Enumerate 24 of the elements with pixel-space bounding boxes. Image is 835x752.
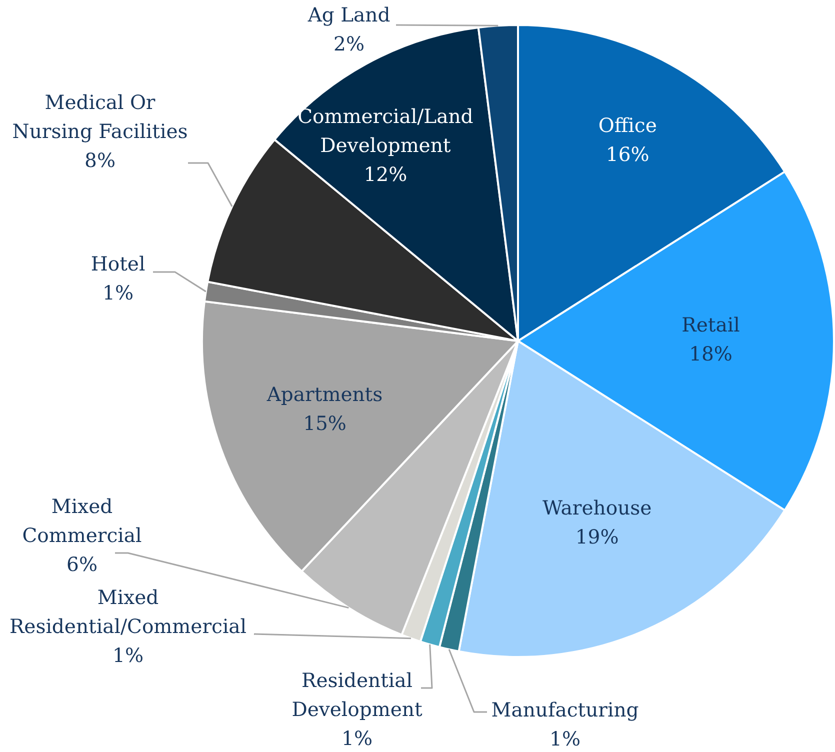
- slice-label: Retail: [682, 314, 740, 337]
- data-label: 1%: [342, 727, 372, 750]
- data-label: 6%: [66, 553, 98, 576]
- slice-label: Hotel: [90, 252, 146, 276]
- slice-label: Residential Development: [292, 669, 422, 722]
- slice-label: Mixed Commercial: [22, 495, 142, 548]
- slice-label: Ag Land: [306, 4, 390, 27]
- data-label: 2%: [334, 32, 364, 56]
- data-label: 16%: [606, 143, 650, 166]
- data-label: 1%: [550, 728, 580, 751]
- data-label: 18%: [689, 342, 732, 366]
- slice-label: Manufacturing: [491, 698, 639, 722]
- slice-label: Mixed Residential/Commercial: [9, 586, 247, 638]
- slice-label: Office: [598, 114, 657, 138]
- slice-label: Commercial/Land Development: [298, 105, 474, 158]
- slice-label: Warehouse: [542, 496, 652, 520]
- data-label: 15%: [303, 412, 346, 436]
- slice-label: Medical Or Nursing Facilities: [12, 91, 188, 144]
- data-label: 1%: [112, 644, 144, 668]
- data-label: 1%: [102, 282, 134, 305]
- data-label: 12%: [364, 163, 408, 186]
- data-label: 19%: [575, 525, 619, 548]
- data-label: 8%: [84, 149, 116, 172]
- slice-label: Apartments: [266, 383, 383, 406]
